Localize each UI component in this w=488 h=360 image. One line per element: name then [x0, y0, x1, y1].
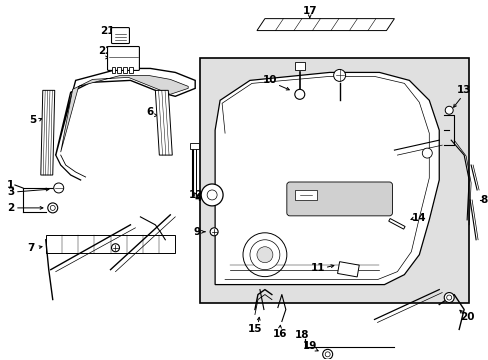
FancyBboxPatch shape — [286, 182, 392, 216]
Circle shape — [256, 247, 272, 263]
Circle shape — [444, 106, 452, 114]
Bar — [190, 143, 199, 149]
Text: 13: 13 — [456, 85, 470, 95]
Circle shape — [243, 233, 286, 276]
FancyArrow shape — [388, 219, 404, 229]
Circle shape — [446, 295, 451, 300]
Text: 6: 6 — [146, 107, 154, 117]
Bar — [129, 67, 133, 73]
Circle shape — [249, 240, 279, 270]
Text: 22: 22 — [98, 45, 113, 55]
Polygon shape — [256, 19, 394, 31]
Circle shape — [201, 184, 223, 206]
FancyBboxPatch shape — [111, 28, 129, 44]
Bar — [123, 67, 127, 73]
Text: 14: 14 — [411, 213, 426, 223]
Bar — [117, 67, 121, 73]
Polygon shape — [41, 90, 55, 175]
Circle shape — [333, 69, 345, 81]
Text: 12: 12 — [188, 190, 203, 200]
Polygon shape — [155, 90, 172, 155]
Circle shape — [422, 148, 431, 158]
Text: 18: 18 — [294, 330, 308, 341]
Text: 7: 7 — [27, 243, 35, 253]
Text: 20: 20 — [459, 312, 473, 323]
Circle shape — [54, 183, 63, 193]
Text: 3: 3 — [7, 187, 15, 197]
Circle shape — [207, 190, 217, 200]
Text: 8: 8 — [480, 195, 487, 205]
Text: 1: 1 — [7, 180, 15, 190]
Text: 16: 16 — [272, 329, 286, 339]
Bar — [200, 58, 468, 302]
FancyBboxPatch shape — [107, 46, 139, 71]
Circle shape — [443, 293, 453, 302]
Bar — [294, 190, 316, 200]
Bar — [337, 262, 359, 277]
Bar — [294, 62, 304, 71]
Text: 15: 15 — [247, 324, 262, 334]
Text: 11: 11 — [310, 263, 325, 273]
Circle shape — [48, 203, 58, 213]
Text: 19: 19 — [302, 341, 316, 351]
Text: 4: 4 — [194, 193, 202, 203]
Bar — [46, 235, 175, 253]
Text: 9: 9 — [193, 227, 201, 237]
Polygon shape — [61, 75, 188, 152]
Circle shape — [50, 206, 55, 210]
Text: 10: 10 — [262, 75, 277, 85]
Text: 5: 5 — [29, 115, 37, 125]
Polygon shape — [56, 68, 195, 155]
Polygon shape — [215, 72, 438, 285]
Text: 17: 17 — [302, 6, 316, 15]
Circle shape — [210, 228, 218, 236]
Circle shape — [294, 89, 304, 99]
Circle shape — [322, 349, 332, 359]
Text: 21: 21 — [100, 26, 115, 36]
Circle shape — [325, 352, 329, 357]
Text: 2: 2 — [7, 203, 15, 213]
Bar — [111, 67, 115, 73]
Circle shape — [111, 244, 119, 252]
